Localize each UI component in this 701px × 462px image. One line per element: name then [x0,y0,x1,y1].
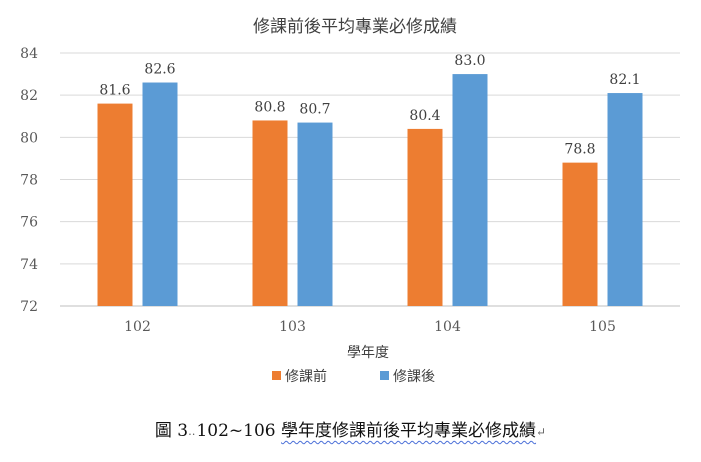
bar [97,103,133,306]
figure-caption: 圖 3‥102~106 學年度修課前後平均專業必修成績↵ [0,416,701,441]
x-tick-label: 102 [124,319,151,335]
y-tick-label: 72 [20,299,38,315]
x-axis-label: 學年度 [347,345,389,361]
bars [97,74,643,307]
data-label: 83.0 [454,53,485,69]
paragraph-mark-icon: ↵ [536,425,547,439]
bar [562,162,598,306]
x-axis-tick-labels: 102 103 104 105 [124,319,616,335]
data-label: 80.7 [299,102,330,118]
chart-title: 修課前後平均專業必修成績 [253,17,457,37]
caption-prefix: 圖 3 [154,421,189,441]
y-tick-label: 82 [20,88,38,104]
bar [452,74,488,306]
data-label: 82.1 [609,72,640,88]
x-tick-label: 103 [279,319,306,335]
legend-label: 修課前 [285,368,327,385]
legend-label: 修課後 [393,369,435,385]
data-label: 80.4 [409,108,440,124]
bar [142,82,178,307]
y-tick-label: 78 [20,173,38,189]
y-axis-tick-labels: 72 74 76 78 80 82 84 [20,46,38,315]
caption-text: 學年度修課前後平均專業必修成績 [281,421,537,441]
bar [297,122,333,306]
caption-dots: ‥ [188,425,197,438]
y-tick-label: 84 [20,46,38,62]
bar [607,93,643,306]
bar [252,120,288,306]
legend: 修課前 修課後 [272,368,435,385]
data-label: 81.6 [99,83,130,99]
data-labels: 81.6 82.6 80.8 80.7 80.4 83.0 78.8 82.1 [99,53,640,158]
legend-swatch [380,371,389,380]
y-tick-label: 80 [20,130,38,146]
legend-swatch [272,371,281,380]
x-tick-label: 104 [434,319,461,335]
bar-chart: 修課前後平均專業必修成績 72 74 76 78 80 82 84 81.6 82.6 80.8… [20,17,680,385]
data-label: 80.8 [254,99,285,115]
y-tick-label: 76 [20,215,38,231]
y-tick-label: 74 [20,257,38,273]
bar [407,128,443,306]
x-tick-label: 105 [589,319,616,335]
data-label: 82.6 [144,62,175,78]
caption-range: 102~106 [196,421,276,441]
data-label: 78.8 [564,142,595,158]
